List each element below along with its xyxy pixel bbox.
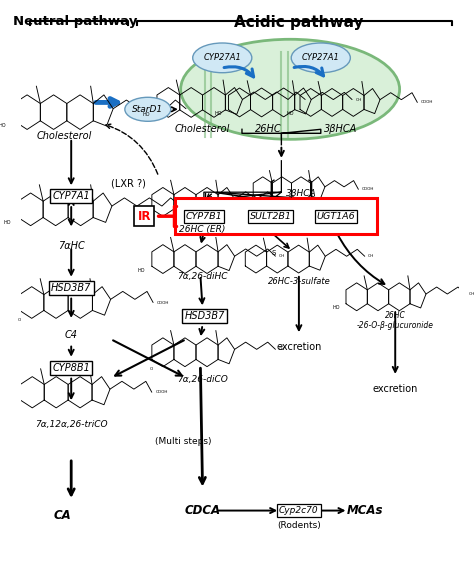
Ellipse shape (125, 97, 171, 121)
Text: CYP27A1: CYP27A1 (203, 53, 241, 62)
Text: (Multi steps): (Multi steps) (155, 437, 211, 446)
Text: O: O (150, 367, 154, 371)
Text: Neutral pathway: Neutral pathway (13, 15, 138, 28)
Ellipse shape (291, 43, 350, 73)
FancyBboxPatch shape (174, 198, 377, 234)
Text: HO: HO (0, 124, 6, 128)
Text: HO: HO (138, 268, 145, 273)
Text: HO: HO (332, 305, 339, 311)
Text: 3βHCA: 3βHCA (324, 124, 357, 134)
Text: S: S (272, 250, 276, 256)
Text: 7α,26-diCO: 7α,26-diCO (177, 375, 228, 383)
Text: OH: OH (279, 254, 285, 258)
Text: UGT1A6: UGT1A6 (317, 211, 356, 221)
Text: CYP8B1: CYP8B1 (52, 363, 90, 372)
Text: SULT2B1: SULT2B1 (249, 211, 292, 221)
Text: MCAs: MCAs (346, 504, 383, 517)
Text: StarD1: StarD1 (132, 105, 164, 114)
Text: 7α,26-diHC: 7α,26-diHC (177, 272, 228, 281)
Text: (Rodents): (Rodents) (277, 521, 321, 530)
Text: CDCA: CDCA (184, 504, 220, 517)
Text: CYP7A1: CYP7A1 (52, 191, 90, 201)
Text: excretion: excretion (276, 342, 321, 351)
Text: Cholesterol: Cholesterol (37, 131, 92, 141)
Ellipse shape (193, 43, 252, 73)
Text: HSD3B7: HSD3B7 (184, 311, 225, 321)
Text: HO: HO (214, 112, 222, 116)
Text: IR: IR (137, 210, 151, 223)
Text: COOH: COOH (361, 187, 374, 191)
Text: (LXR ?): (LXR ?) (111, 179, 146, 189)
Text: HO: HO (3, 220, 10, 225)
Text: excretion: excretion (373, 384, 418, 394)
Text: 3βHCA: 3βHCA (286, 190, 317, 198)
Text: CYP7B1: CYP7B1 (185, 211, 222, 221)
Text: CA: CA (54, 509, 71, 521)
Text: 26HC (ER): 26HC (ER) (179, 225, 226, 234)
Text: HO: HO (138, 211, 145, 216)
Text: HO: HO (143, 112, 150, 117)
Text: OH: OH (356, 97, 362, 101)
Text: COOH: COOH (157, 300, 169, 304)
Text: CYP27A1: CYP27A1 (302, 53, 340, 62)
Text: Cyp2c70: Cyp2c70 (279, 506, 319, 515)
Text: 26HC-3-sulfate: 26HC-3-sulfate (267, 277, 330, 286)
Text: Acidic pathway: Acidic pathway (234, 15, 364, 30)
Text: COOH: COOH (155, 390, 168, 394)
Text: O: O (18, 319, 21, 323)
Text: OH: OH (368, 254, 374, 258)
Text: OH: OH (279, 347, 285, 351)
Text: COOH: COOH (420, 100, 433, 104)
Text: HSD3B7: HSD3B7 (51, 282, 91, 293)
Text: 7α,12α,26-triCO: 7α,12α,26-triCO (35, 421, 108, 429)
Text: 7αHC: 7αHC (58, 241, 84, 252)
Text: 26HC: 26HC (255, 124, 282, 134)
Text: OH: OH (279, 197, 285, 201)
Text: HO: HO (286, 111, 293, 116)
Ellipse shape (181, 40, 400, 139)
Text: OH: OH (469, 292, 474, 296)
Text: 26HC
-26-O-β-glucuronide: 26HC -26-O-β-glucuronide (357, 311, 434, 331)
Text: Cholesterol: Cholesterol (175, 124, 230, 134)
Text: C4: C4 (65, 330, 78, 340)
